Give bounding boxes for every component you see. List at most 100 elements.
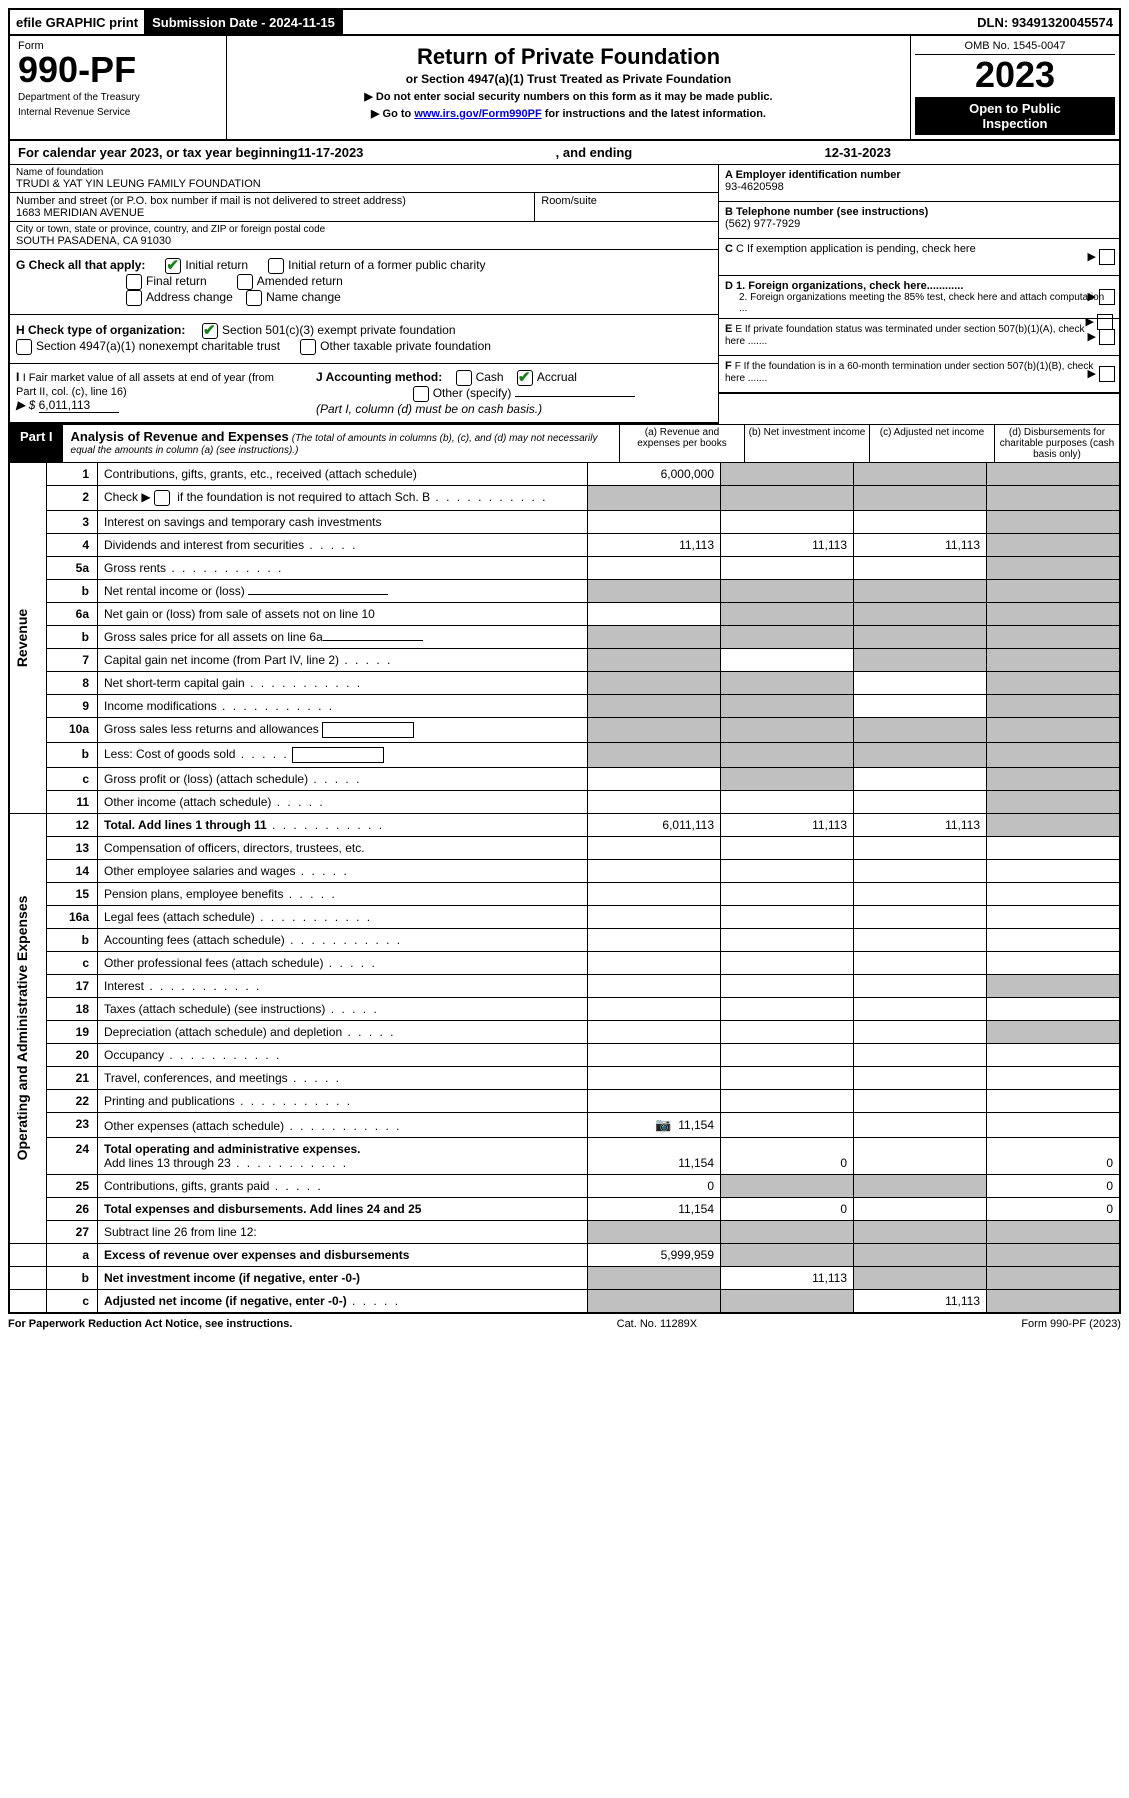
street: 1683 MERIDIAN AVENUE: [16, 207, 528, 219]
line-6b: b Gross sales price for all assets on li…: [9, 625, 1120, 648]
line-12: Operating and Administrative Expenses 12…: [9, 813, 1120, 836]
submission-date: Submission Date - 2024-11-15: [146, 10, 343, 34]
h-check-row: H Check type of organization: Section 50…: [10, 315, 718, 364]
line-15: 15Pension plans, employee benefits: [9, 882, 1120, 905]
other-method-checkbox[interactable]: [413, 386, 429, 402]
line-24: 24 Total operating and administrative ex…: [9, 1137, 1120, 1174]
line-16c: cOther professional fees (attach schedul…: [9, 951, 1120, 974]
line-27a: aExcess of revenue over expenses and dis…: [9, 1243, 1120, 1266]
e-box: E E If private foundation status was ter…: [719, 319, 1119, 356]
501c3-checkbox[interactable]: [202, 323, 218, 339]
paperwork-notice: For Paperwork Reduction Act Notice, see …: [8, 1318, 292, 1330]
i-j-row: I I Fair market value of all assets at e…: [10, 364, 718, 424]
f-checkbox[interactable]: [1099, 366, 1115, 382]
room-cell: Room/suite: [535, 193, 718, 222]
initial-former-checkbox[interactable]: [268, 258, 284, 274]
line-10c: c Gross profit or (loss) (attach schedul…: [9, 767, 1120, 790]
info-right: A Employer identification number 93-4620…: [718, 165, 1119, 424]
street-cell: Number and street (or P.O. box number if…: [10, 193, 535, 222]
line-5a: 5a Gross rents: [9, 556, 1120, 579]
dln: DLN: 93491320045574: [971, 10, 1119, 34]
line-19: 19Depreciation (attach schedule) and dep…: [9, 1020, 1120, 1043]
address-row: Number and street (or P.O. box number if…: [10, 193, 718, 222]
year-end: 12-31-2023: [825, 145, 892, 160]
footer: For Paperwork Reduction Act Notice, see …: [8, 1314, 1121, 1334]
line-23: 23Other expenses (attach schedule) 📷 11,…: [9, 1112, 1120, 1137]
form-header: Form 990-PF Department of the Treasury I…: [8, 36, 1121, 141]
line-20: 20Occupancy: [9, 1043, 1120, 1066]
line-18: 18Taxes (attach schedule) (see instructi…: [9, 997, 1120, 1020]
instr-goto: ▶ Go to www.irs.gov/Form990PF for instru…: [235, 107, 902, 120]
omb-number: OMB No. 1545-0047: [915, 40, 1115, 55]
line-7: 7 Capital gain net income (from Part IV,…: [9, 648, 1120, 671]
phone-box: B Telephone number (see instructions) (5…: [719, 202, 1119, 239]
other-taxable-checkbox[interactable]: [300, 339, 316, 355]
header-mid: Return of Private Foundation or Section …: [227, 36, 910, 139]
schb-checkbox[interactable]: [154, 490, 170, 506]
open-to-public: Open to Public Inspection: [915, 97, 1115, 135]
camera-icon[interactable]: 📷: [655, 1117, 671, 1132]
line-8: 8 Net short-term capital gain: [9, 671, 1120, 694]
ein: 93-4620598: [725, 181, 784, 193]
revenue-label: Revenue: [14, 608, 30, 666]
line-6a: 6a Net gain or (loss) from sale of asset…: [9, 602, 1120, 625]
amended-return-checkbox[interactable]: [237, 274, 253, 290]
part1-table: Revenue 1 Contributions, gifts, grants, …: [8, 463, 1121, 1314]
dept-treasury: Department of the Treasury: [18, 92, 218, 103]
d1-checkbox[interactable]: [1099, 289, 1115, 305]
col-c-hdr: (c) Adjusted net income: [870, 425, 995, 462]
form-subtitle: or Section 4947(a)(1) Trust Treated as P…: [235, 72, 902, 86]
part1-header: Part I Analysis of Revenue and Expenses …: [8, 424, 1121, 463]
line-1: Revenue 1 Contributions, gifts, grants, …: [9, 463, 1120, 486]
line-26: 26Total expenses and disbursements. Add …: [9, 1197, 1120, 1220]
line-27b: bNet investment income (if negative, ent…: [9, 1266, 1120, 1289]
efile-label: efile GRAPHIC print: [10, 10, 146, 34]
line-4: 4 Dividends and interest from securities…: [9, 533, 1120, 556]
i-fmv: I I Fair market value of all assets at e…: [16, 370, 296, 416]
cash-checkbox[interactable]: [456, 370, 472, 386]
accrual-checkbox[interactable]: [517, 370, 533, 386]
line-14: 14Other employee salaries and wages: [9, 859, 1120, 882]
line-27c: cAdjusted net income (if negative, enter…: [9, 1289, 1120, 1313]
city-cell: City or town, state or province, country…: [10, 222, 718, 250]
line-5b: b Net rental income or (loss): [9, 579, 1120, 602]
info-left: Name of foundation TRUDI & YAT YIN LEUNG…: [10, 165, 718, 424]
address-change-checkbox[interactable]: [126, 290, 142, 306]
instr-ssn: ▶ Do not enter social security numbers o…: [235, 90, 902, 103]
line-16a: 16aLegal fees (attach schedule): [9, 905, 1120, 928]
foundation-name: TRUDI & YAT YIN LEUNG FAMILY FOUNDATION: [16, 178, 712, 190]
line-3: 3 Interest on savings and temporary cash…: [9, 510, 1120, 533]
line-13: 13Compensation of officers, directors, t…: [9, 836, 1120, 859]
col-b-hdr: (b) Net investment income: [745, 425, 870, 462]
city: SOUTH PASADENA, CA 91030: [16, 235, 712, 247]
line-10b: b Less: Cost of goods sold: [9, 742, 1120, 767]
header-right: OMB No. 1545-0047 2023 Open to Public In…: [910, 36, 1119, 139]
part1-tag: Part I: [10, 425, 63, 462]
name-change-checkbox[interactable]: [246, 290, 262, 306]
form990pf-link[interactable]: www.irs.gov/Form990PF: [414, 108, 541, 120]
fmv-value: 6,011,113: [39, 398, 119, 413]
topbar: efile GRAPHIC print Submission Date - 20…: [8, 8, 1121, 36]
line-10a: 10a Gross sales less returns and allowan…: [9, 717, 1120, 742]
f-box: F F If the foundation is in a 60-month t…: [719, 356, 1119, 394]
col-a-hdr: (a) Revenue and expenses per books: [620, 425, 745, 462]
form-title: Return of Private Foundation: [235, 44, 902, 70]
e-checkbox[interactable]: [1099, 329, 1115, 345]
tax-year: 2023: [915, 55, 1115, 95]
calendar-year-row: For calendar year 2023, or tax year begi…: [8, 141, 1121, 165]
year-begin: 11-17-2023: [298, 145, 364, 160]
line-27: 27Subtract line 26 from line 12:: [9, 1220, 1120, 1243]
expenses-label: Operating and Administrative Expenses: [14, 896, 30, 1161]
line-25: 25Contributions, gifts, grants paid 0 0: [9, 1174, 1120, 1197]
line-2: 2 Check ▶ if the foundation is not requi…: [9, 485, 1120, 510]
initial-return-checkbox[interactable]: [165, 258, 181, 274]
line-16b: bAccounting fees (attach schedule): [9, 928, 1120, 951]
form-ref: Form 990-PF (2023): [1021, 1318, 1121, 1330]
header-left: Form 990-PF Department of the Treasury I…: [10, 36, 227, 139]
col-d-hdr: (d) Disbursements for charitable purpose…: [995, 425, 1119, 462]
c-checkbox[interactable]: [1099, 249, 1115, 265]
line-17: 17Interest: [9, 974, 1120, 997]
final-return-checkbox[interactable]: [126, 274, 142, 290]
4947-checkbox[interactable]: [16, 339, 32, 355]
dept-irs: Internal Revenue Service: [18, 107, 218, 118]
